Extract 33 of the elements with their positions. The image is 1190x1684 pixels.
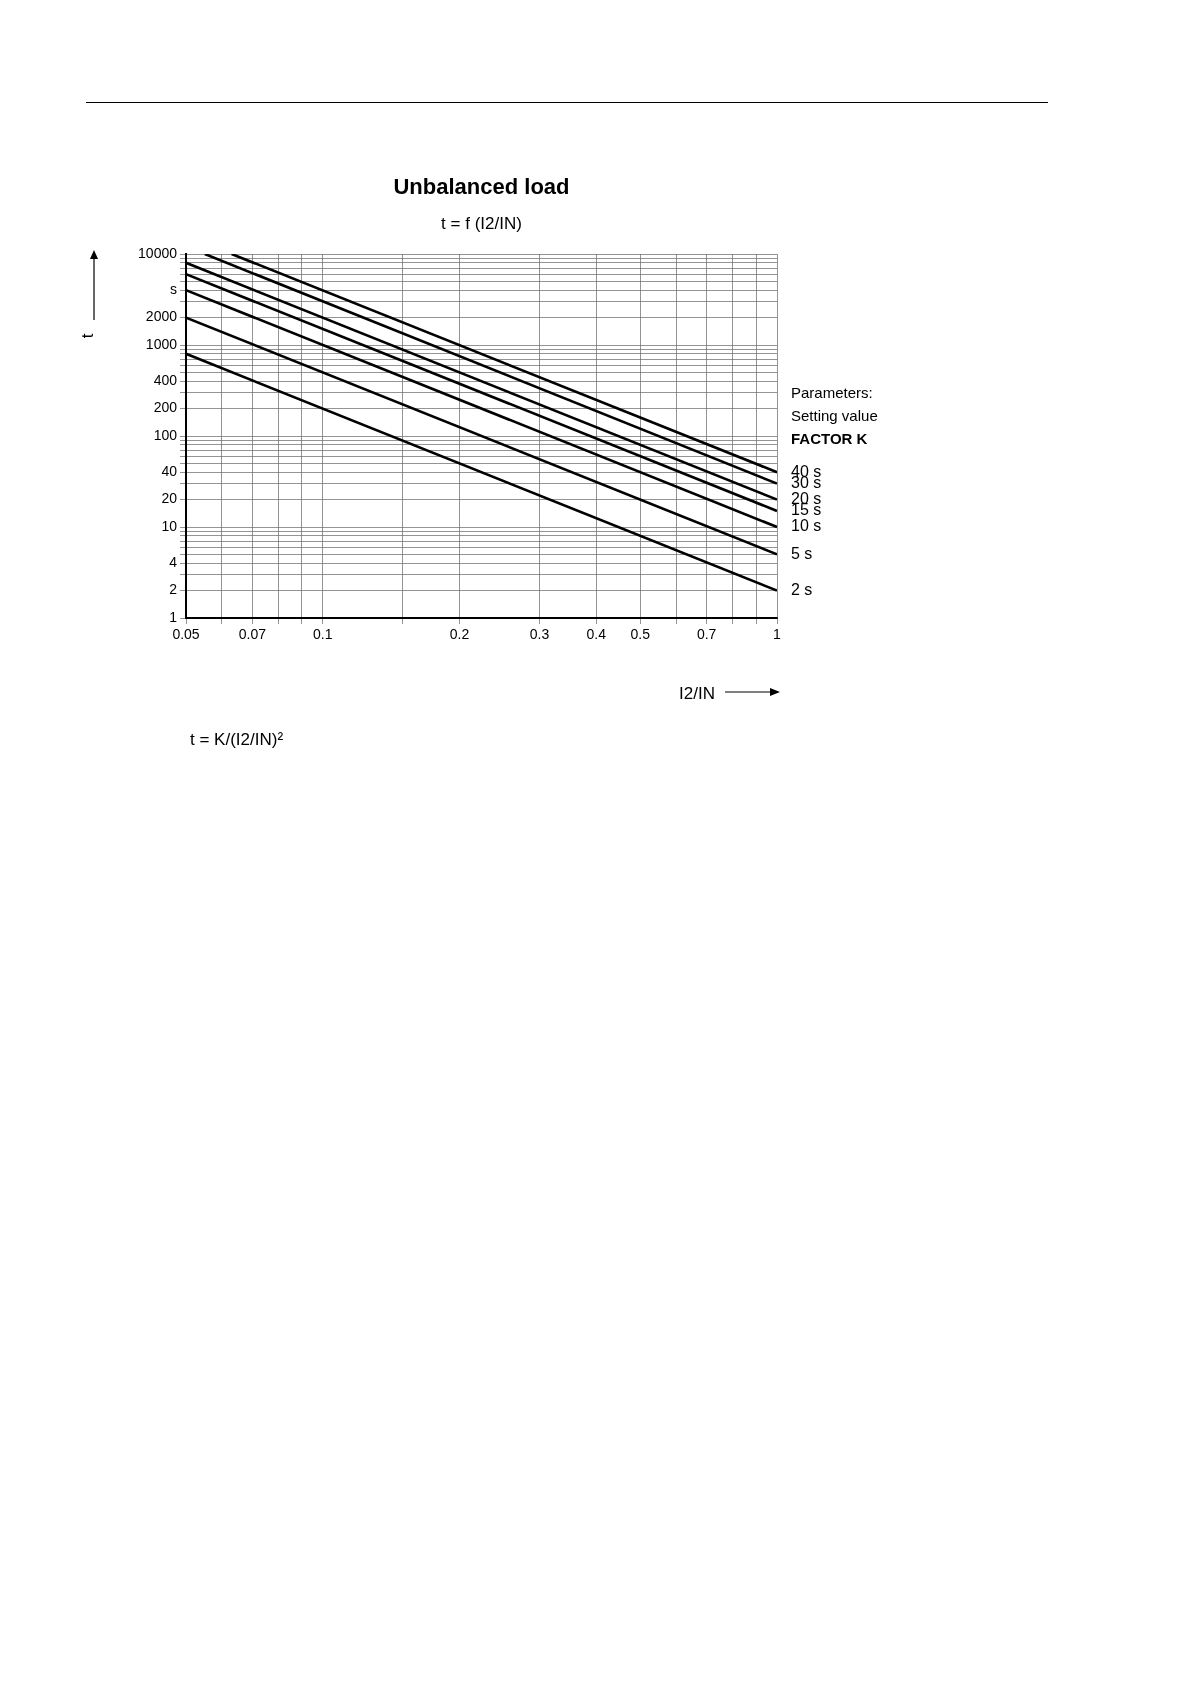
y-tick-label: 4 <box>169 554 178 571</box>
series-label: 10 s <box>791 517 822 535</box>
y-tick-label: 20 <box>161 490 178 507</box>
y-tick-label: 1 <box>169 608 178 625</box>
y-tick-label: s <box>170 281 177 298</box>
x-tick-label: 0.07 <box>238 626 267 643</box>
y-tick-label: 200 <box>153 399 178 416</box>
legend-title: FACTOR K <box>791 430 868 448</box>
y-tick-label: 400 <box>153 372 178 389</box>
y-tick-label: 10 <box>161 517 178 534</box>
y-axis-title: t <box>77 333 97 339</box>
text: Parameters: <box>791 384 873 402</box>
y-tick-label: 2 <box>169 581 178 598</box>
y-tick-label: 10000 <box>138 244 178 261</box>
x-tick-label: 0.3 <box>529 626 550 643</box>
x-tick-label: 1 <box>773 626 782 643</box>
y-tick-label: 2000 <box>145 308 178 325</box>
series-label: 2 s <box>791 581 813 599</box>
text: t = K/(I2/IN)² <box>190 729 284 749</box>
series-label: 5 s <box>791 544 813 562</box>
chart-subtitle: t = f (I2/IN) <box>441 213 522 233</box>
y-tick-label: 40 <box>161 463 178 480</box>
x-tick-label: 0.4 <box>586 626 607 643</box>
chart-title: Unbalanced load <box>393 174 570 200</box>
x-tick-label: 0.5 <box>630 626 651 643</box>
y-tick-label: 100 <box>153 426 178 443</box>
x-tick-label: 0.1 <box>313 626 333 643</box>
x-tick-label: 0.7 <box>696 626 717 643</box>
text: Setting value <box>791 407 878 425</box>
x-tick-label: 0.2 <box>449 626 470 643</box>
x-axis-title: I2/IN <box>679 683 715 703</box>
x-tick-label: 0.05 <box>172 626 200 643</box>
y-tick-label: 1000 <box>145 335 178 352</box>
